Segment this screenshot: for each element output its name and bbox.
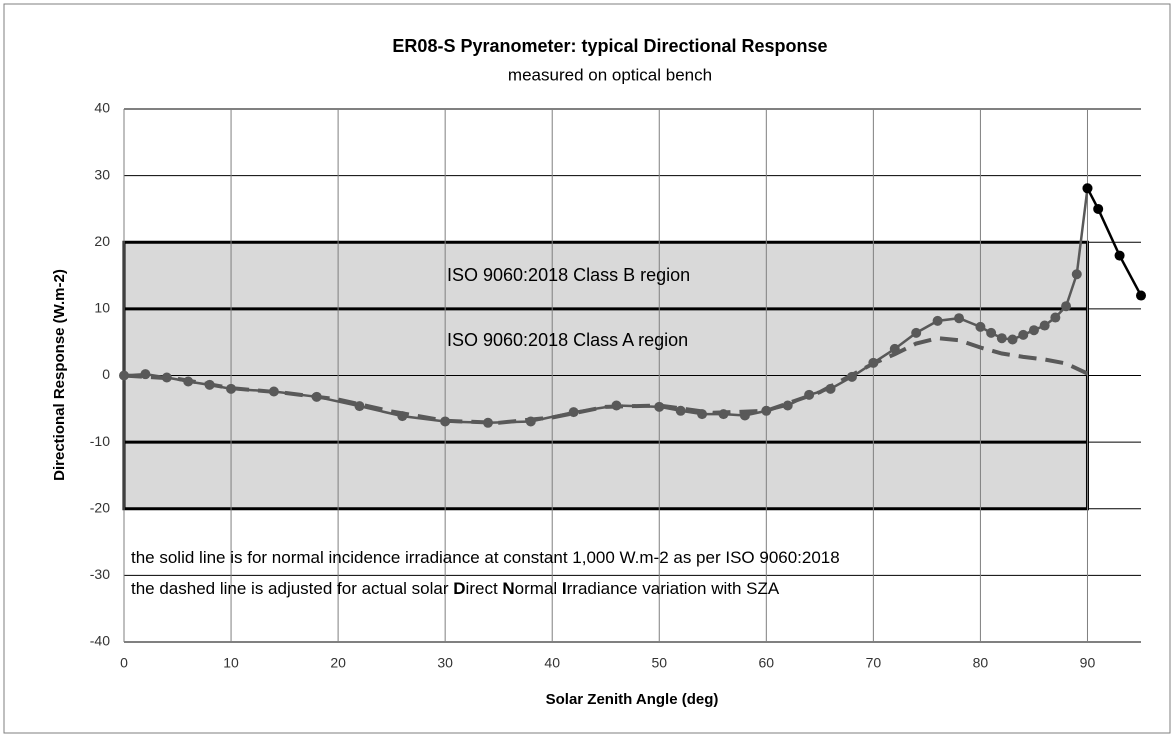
note: the solid line is for normal incidence i… <box>131 548 840 567</box>
data-point <box>1050 312 1061 323</box>
region-label: ISO 9060:2018 Class B region <box>447 265 690 285</box>
data-point <box>911 327 922 338</box>
x-tick-label: 50 <box>651 655 667 671</box>
data-point <box>1039 320 1050 331</box>
note-piece: rradiance variation with SZA <box>567 579 780 598</box>
data-point <box>354 401 365 412</box>
chart-subtitle: measured on optical bench <box>508 65 712 84</box>
y-tick-label: 20 <box>94 233 110 249</box>
data-point <box>975 321 986 332</box>
x-tick-label: 60 <box>759 655 775 671</box>
note-piece: N <box>502 579 514 598</box>
data-point <box>568 407 579 418</box>
data-point <box>1007 334 1018 345</box>
x-tick-label: 70 <box>866 655 882 671</box>
x-tick-label: 80 <box>973 655 989 671</box>
y-tick-label: -30 <box>90 566 110 582</box>
data-point <box>1071 269 1082 280</box>
data-point <box>986 327 997 338</box>
y-axis-label: Directional Response (W.m-2) <box>51 269 68 481</box>
x-tick-label: 90 <box>1080 655 1096 671</box>
data-point <box>1061 301 1072 312</box>
series-line <box>1086 187 1143 297</box>
data-point <box>996 333 1007 344</box>
note-piece: I <box>562 579 567 598</box>
x-axis-label: Solar Zenith Angle (deg) <box>546 691 719 708</box>
note-piece: the dashed line is adjusted for actual s… <box>131 579 453 598</box>
data-point <box>782 400 793 411</box>
y-tick-label: -10 <box>90 433 110 449</box>
data-point <box>1018 329 1029 340</box>
x-tick-label: 0 <box>120 655 128 671</box>
note-piece: D <box>453 579 465 598</box>
x-tick-label: 20 <box>330 655 346 671</box>
y-tick-label: 0 <box>102 366 110 382</box>
note-piece: irect <box>466 579 503 598</box>
chart-title: ER08-S Pyranometer: typical Directional … <box>392 36 827 56</box>
y-tick-label: 40 <box>94 100 110 116</box>
x-tick-label: 40 <box>544 655 560 671</box>
data-point <box>1136 290 1146 301</box>
data-point <box>1114 250 1125 261</box>
note: the dashed line is adjusted for actual s… <box>131 579 780 598</box>
data-point <box>1028 325 1039 336</box>
data-point <box>140 369 151 380</box>
data-point <box>954 313 965 324</box>
data-point <box>675 405 686 416</box>
y-tick-label: 10 <box>94 300 110 316</box>
y-tick-label: -40 <box>90 633 110 649</box>
x-tick-label: 30 <box>437 655 453 671</box>
data-point <box>932 315 943 326</box>
x-tick-label: 10 <box>223 655 239 671</box>
region-label: ISO 9060:2018 Class A region <box>447 330 688 350</box>
note-piece: the solid line is for normal incidence i… <box>131 548 840 567</box>
y-tick-label: 30 <box>94 166 110 182</box>
y-tick-label: -20 <box>90 499 110 515</box>
note-piece: ormal <box>515 579 562 598</box>
series-line <box>123 336 1089 425</box>
data-point <box>1093 203 1104 214</box>
data-point <box>1082 183 1093 194</box>
